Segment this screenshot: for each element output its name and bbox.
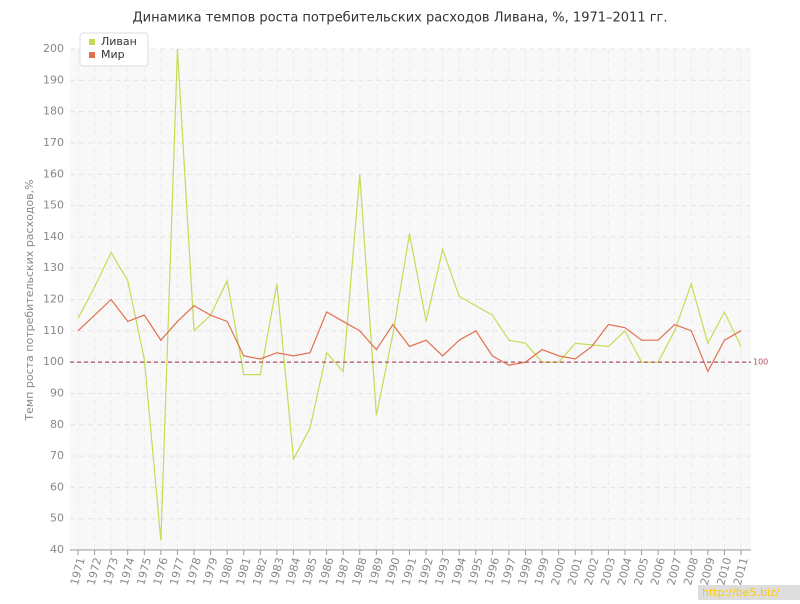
legend-label: Ливан: [101, 35, 137, 48]
legend-box: [79, 32, 149, 67]
y-tick-label: 140: [43, 230, 64, 243]
series-line: [77, 298, 742, 373]
legend-swatch: [89, 39, 95, 45]
y-tick-label: 170: [43, 136, 64, 149]
y-tick-label: 80: [50, 418, 64, 431]
legend-label: Мир: [101, 48, 125, 61]
y-tick-label: 120: [43, 293, 64, 306]
y-tick-label: 160: [43, 167, 64, 180]
reference-label: 100: [753, 358, 768, 367]
y-tick-label: 90: [50, 386, 64, 399]
y-tick-label: 110: [43, 324, 64, 337]
series-line: [77, 48, 742, 541]
x-tick-label: 2011: [731, 556, 751, 586]
watermark: http://be5.biz/: [702, 586, 780, 599]
y-tick-label: 40: [50, 543, 64, 556]
y-tick-label: 180: [43, 105, 64, 118]
y-axis-label: Темп роста потребительских расходов,%: [23, 179, 36, 421]
y-tick-label: 50: [50, 512, 64, 525]
legend-swatch: [89, 52, 95, 58]
y-tick-label: 130: [43, 261, 64, 274]
chart-title: Динамика темпов роста потребительских ра…: [132, 11, 667, 26]
y-tick-label: 200: [43, 42, 64, 55]
y-tick-label: 150: [43, 199, 64, 212]
y-tick-label: 70: [50, 449, 64, 462]
watermark-bg: [698, 585, 800, 600]
y-tick-label: 60: [50, 480, 64, 493]
y-tick-label: 100: [43, 355, 64, 368]
y-tick-label: 190: [43, 73, 64, 86]
